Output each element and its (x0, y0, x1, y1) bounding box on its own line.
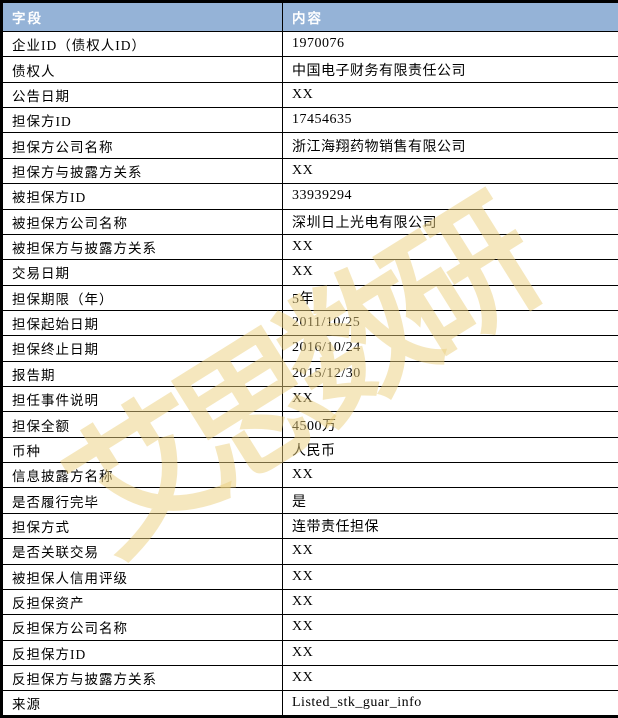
value-cell: XX (282, 563, 618, 590)
table-row: 担保方与披露方关系 XX (1, 157, 618, 185)
field-cell: 是否关联交易 (1, 538, 283, 565)
table-row: 是否关联交易 XX (1, 538, 618, 565)
field-cell: 被担保方ID (1, 183, 283, 210)
value-cell: 中国电子财务有限责任公司 (282, 56, 618, 83)
table-row: 反担保资产 XX (1, 588, 618, 616)
value-cell: 4500万 (282, 411, 618, 438)
value-cell: 人民币 (282, 436, 618, 464)
value-cell: 5年 (282, 284, 618, 311)
field-cell: 担保方公司名称 (1, 132, 283, 159)
table-row: 被担保人信用评级 XX (1, 563, 618, 590)
table-row: 担保方ID 17454635 (1, 107, 618, 134)
table-row: 担保终止日期 2016/10/24 (1, 335, 618, 362)
field-cell: 反担保资产 (1, 588, 283, 616)
table-row: 担任事件说明 XX (1, 386, 618, 413)
field-cell: 担任事件说明 (1, 386, 283, 413)
table-row: 是否履行完毕是 (1, 487, 618, 514)
table-row: 反担保方ID XX (1, 639, 618, 666)
field-cell: 担保期限（年） (1, 284, 283, 311)
value-cell: XX (282, 614, 618, 641)
table-row: 被担保方与披露方关系 XX (1, 233, 618, 261)
column-header-field: 字段 (1, 1, 283, 32)
field-cell: 反担保方与披露方关系 (1, 664, 283, 692)
value-cell: 2016/10/24 (282, 335, 618, 362)
value-cell: XX (282, 639, 618, 666)
value-cell: XX (282, 81, 618, 109)
field-cell: 报告期 (1, 360, 283, 388)
field-cell: 担保方与披露方关系 (1, 157, 283, 185)
value-cell: 33939294 (282, 183, 618, 210)
field-cell: 担保方式 (1, 512, 283, 540)
table-row: 担保期限（年） 5年 (1, 284, 618, 311)
value-cell: XX (282, 664, 618, 692)
table-row: 反担保方与披露方关系 XX (1, 664, 618, 692)
field-cell: 信息披露方名称 (1, 462, 283, 489)
field-cell: 担保方ID (1, 107, 283, 134)
table-row: 债权人 中国电子财务有限责任公司 (1, 56, 618, 83)
value-cell: XX (282, 259, 618, 286)
value-cell: 深圳日上光电有限公司 (282, 208, 618, 235)
value-cell: 1970076 (282, 30, 618, 58)
value-cell: 连带责任担保 (282, 512, 618, 540)
value-cell: XX (282, 462, 618, 489)
field-cell: 交易日期 (1, 259, 283, 286)
table-row: 信息披露方名称 XX (1, 462, 618, 489)
value-cell: XX (282, 588, 618, 616)
value-cell: XX (282, 233, 618, 261)
table-row: 担保全额 4500万 (1, 411, 618, 438)
value-cell: 是 (282, 487, 618, 514)
table-row: 被担保方ID 33939294 (1, 183, 618, 210)
table-row: 交易日期 XX (1, 259, 618, 286)
field-cell: 币种 (1, 436, 283, 464)
table-row: 担保起始日期 2011/10/25 (1, 309, 618, 337)
table-row: 担保方公司名称 浙江海翔药物销售有限公司 (1, 132, 618, 159)
field-cell: 反担保方ID (1, 639, 283, 666)
field-cell: 债权人 (1, 56, 283, 83)
field-cell: 担保起始日期 (1, 309, 283, 337)
value-cell: Listed_stk_guar_info (282, 690, 618, 717)
field-cell: 被担保方与披露方关系 (1, 233, 283, 261)
value-cell: 17454635 (282, 107, 618, 134)
table-body: 企业ID（债权人ID） 1970076 债权人 中国电子财务有限责任公司 公告日期 XX 担… (1, 30, 618, 717)
field-cell: 公告日期 (1, 81, 283, 109)
field-cell: 企业ID（债权人ID） (1, 30, 283, 58)
table-row: 来源 Listed_stk_guar_info (1, 690, 618, 717)
field-cell: 担保终止日期 (1, 335, 283, 362)
table-row: 反担保方公司名称 XX (1, 614, 618, 641)
table-row: 被担保方公司名称 深圳日上光电有限公司 (1, 208, 618, 235)
value-cell: XX (282, 157, 618, 185)
field-cell: 来源 (1, 690, 283, 717)
table-row: 企业ID（债权人ID） 1970076 (1, 30, 618, 58)
value-cell: XX (282, 386, 618, 413)
table-row: 币种 人民币 (1, 436, 618, 464)
field-cell: 被担保方公司名称 (1, 208, 283, 235)
column-header-content: 内容 (282, 1, 618, 32)
table-row: 担保方式 连带责任担保 (1, 512, 618, 540)
value-cell: XX (282, 538, 618, 565)
value-cell: 2011/10/25 (282, 309, 618, 337)
value-cell: 2015/12/30 (282, 360, 618, 388)
field-cell: 被担保人信用评级 (1, 563, 283, 590)
table-row: 公告日期 XX (1, 81, 618, 109)
field-cell: 是否履行完毕 (1, 487, 283, 514)
field-cell: 担保全额 (1, 411, 283, 438)
value-cell: 浙江海翔药物销售有限公司 (282, 132, 618, 159)
table-row: 报告期 2015/12/30 (1, 360, 618, 388)
table-header-row: 字段 内容 (1, 1, 618, 32)
field-cell: 反担保方公司名称 (1, 614, 283, 641)
